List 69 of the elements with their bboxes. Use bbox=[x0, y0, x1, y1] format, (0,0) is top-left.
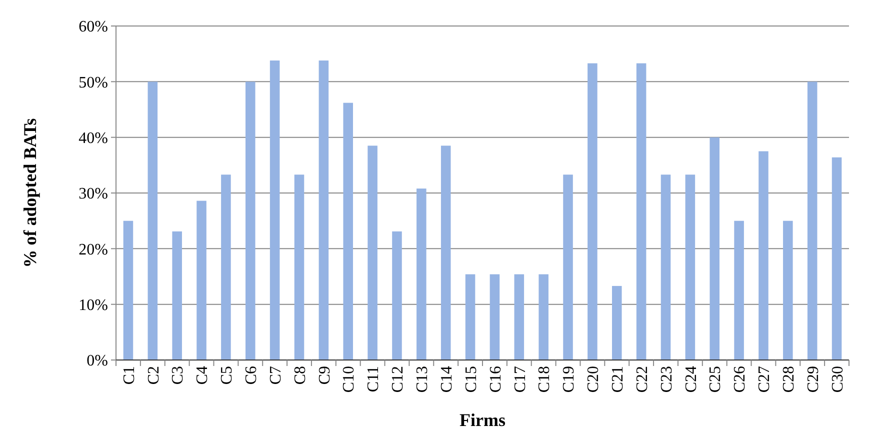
x-tick-label: C17 bbox=[512, 366, 529, 393]
x-tick-label: C2 bbox=[145, 366, 162, 385]
bar bbox=[148, 82, 158, 360]
y-tick-label: 30% bbox=[78, 186, 108, 203]
x-tick-label: C7 bbox=[267, 366, 284, 385]
x-tick-label: C30 bbox=[829, 366, 846, 393]
y-tick-label: 0% bbox=[86, 352, 108, 370]
x-tick-label: C1 bbox=[120, 366, 138, 385]
bar bbox=[392, 231, 402, 360]
x-tick-label: C25 bbox=[707, 366, 724, 393]
bar bbox=[465, 274, 476, 360]
bar bbox=[734, 220, 744, 360]
bar bbox=[710, 137, 720, 360]
bar bbox=[440, 146, 451, 360]
y-tick-label: 20% bbox=[78, 241, 108, 258]
x-tick-label: C14 bbox=[438, 366, 456, 393]
x-tick-label: C12 bbox=[390, 366, 407, 393]
bar bbox=[636, 63, 646, 360]
y-tick-label: 10% bbox=[78, 296, 108, 314]
y-axis-title: % of adopted BATs bbox=[20, 118, 40, 268]
y-tick-label: 60% bbox=[78, 18, 108, 36]
x-tick-label: C22 bbox=[634, 366, 651, 393]
bar bbox=[685, 174, 696, 360]
x-tick-label: C4 bbox=[194, 366, 212, 385]
x-tick-label: C20 bbox=[585, 366, 602, 393]
bar bbox=[123, 220, 134, 360]
x-tick-label: C19 bbox=[560, 366, 578, 393]
x-tick-label: C26 bbox=[732, 366, 749, 393]
x-tick-label: C15 bbox=[462, 366, 480, 393]
x-tick-label: C6 bbox=[242, 366, 260, 385]
bar bbox=[758, 151, 768, 360]
bar bbox=[318, 60, 329, 360]
bar bbox=[832, 157, 842, 360]
bar bbox=[660, 174, 671, 360]
bar bbox=[270, 60, 280, 360]
x-axis-title: Firms bbox=[460, 410, 506, 430]
y-tick-label: 50% bbox=[78, 74, 108, 92]
x-tick-label: C3 bbox=[170, 366, 187, 385]
bar bbox=[538, 274, 548, 360]
x-tick-label: C29 bbox=[804, 366, 822, 393]
bar bbox=[807, 82, 818, 360]
x-tick-label: C18 bbox=[536, 366, 554, 393]
x-tick-label: C27 bbox=[756, 366, 774, 393]
y-tick-label: 40% bbox=[78, 130, 108, 147]
bar bbox=[563, 174, 573, 360]
bar bbox=[612, 286, 622, 360]
x-tick-label: C21 bbox=[609, 366, 626, 393]
bar bbox=[294, 174, 304, 360]
bar bbox=[196, 200, 206, 360]
x-tick-label: C5 bbox=[218, 366, 236, 385]
x-tick-label: C28 bbox=[780, 366, 798, 393]
bar bbox=[783, 220, 793, 360]
x-tick-label: C11 bbox=[365, 366, 382, 392]
bar bbox=[514, 274, 524, 360]
bar bbox=[221, 174, 231, 360]
bar bbox=[588, 63, 598, 360]
bar bbox=[490, 274, 500, 360]
x-tick-label: C10 bbox=[340, 366, 358, 393]
bar bbox=[245, 82, 256, 360]
x-tick-label: C23 bbox=[658, 366, 676, 393]
x-tick-label: C9 bbox=[316, 366, 334, 385]
x-tick-label: C13 bbox=[414, 366, 432, 393]
bar bbox=[416, 188, 426, 360]
bar bbox=[172, 231, 182, 360]
x-tick-label: C8 bbox=[292, 366, 309, 385]
x-tick-label: C24 bbox=[682, 366, 700, 393]
bar bbox=[343, 102, 354, 360]
bar bbox=[368, 146, 378, 360]
x-tick-label: C16 bbox=[487, 366, 504, 393]
